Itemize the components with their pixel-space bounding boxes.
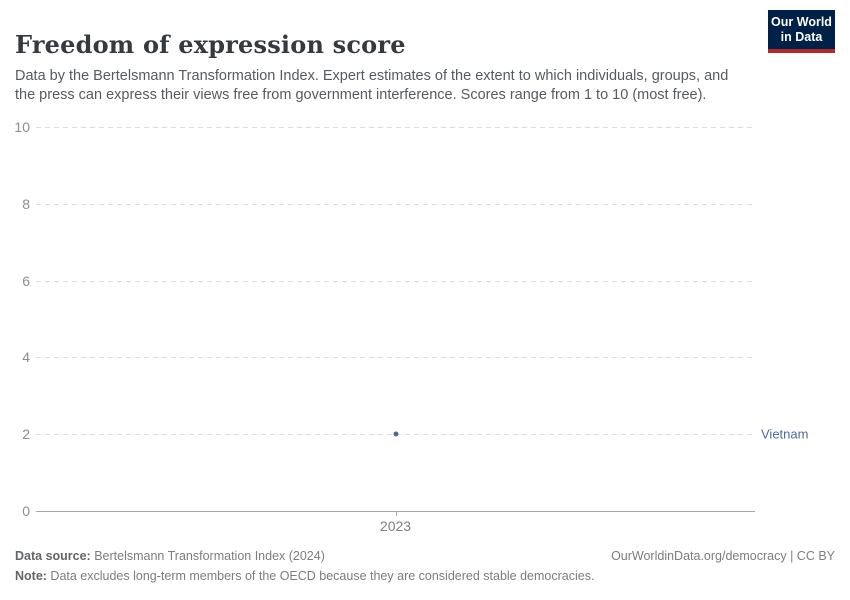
data-source-label: Data source: xyxy=(15,549,91,563)
x-axis-tick-mark xyxy=(395,511,397,516)
chart-title: Freedom of expression score xyxy=(15,30,406,60)
data-source-value: Bertelsmann Transformation Index (2024) xyxy=(90,549,325,563)
x-axis-tick-label: 2023 xyxy=(379,518,412,534)
owid-logo-line2: in Data xyxy=(780,30,823,44)
y-gridline xyxy=(36,357,755,359)
footer-source-row: Data source: Bertelsmann Transformation … xyxy=(15,549,835,563)
data-point-vietnam[interactable] xyxy=(393,431,398,437)
note-label: Note: xyxy=(15,569,47,583)
y-gridline xyxy=(36,280,755,282)
attribution-link[interactable]: OurWorldinData.org/democracy | CC BY xyxy=(611,549,835,563)
owid-logo[interactable]: Our World in Data xyxy=(768,10,835,53)
y-axis-tick-label: 2 xyxy=(22,426,30,443)
series-label-vietnam[interactable]: Vietnam xyxy=(761,426,809,442)
data-source-text: Data source: Bertelsmann Transformation … xyxy=(15,549,325,563)
y-gridline xyxy=(36,203,755,205)
owid-logo-line1: Our World xyxy=(771,15,832,29)
y-gridline xyxy=(36,127,755,128)
y-axis-tick-label: 4 xyxy=(22,349,30,366)
chart-subtitle: Data by the Bertelsmann Transformation I… xyxy=(15,67,729,103)
footer-note-row: Note: Data excludes long-term members of… xyxy=(15,569,594,583)
y-axis-tick-label: 8 xyxy=(22,195,30,212)
note-value: Data excludes long-term members of the O… xyxy=(46,569,595,583)
y-axis-tick-label: 10 xyxy=(14,119,30,135)
y-axis-tick-label: 6 xyxy=(22,272,30,289)
y-axis-tick-label: 0 xyxy=(22,503,30,519)
